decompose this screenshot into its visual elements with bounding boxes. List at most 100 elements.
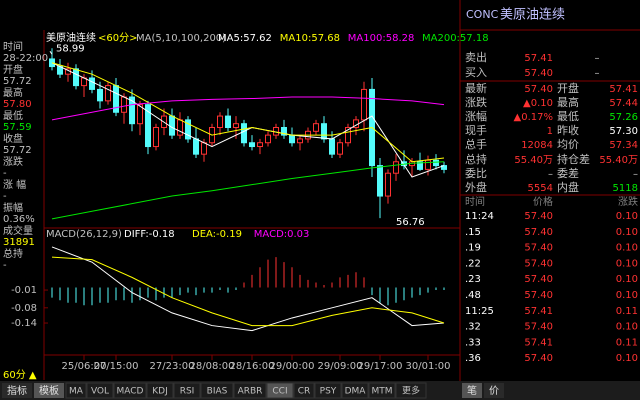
- tick-time: .15: [465, 227, 481, 238]
- indicator-label[interactable]: KDJ: [152, 387, 168, 397]
- indicator-label[interactable]: VOL: [91, 387, 109, 397]
- candle-body: [329, 138, 335, 155]
- tick-price: 57.41: [524, 337, 553, 348]
- indicator-tab[interactable]: [341, 382, 369, 399]
- tick-time: .22: [465, 258, 481, 269]
- indicator-label[interactable]: MACD: [117, 387, 144, 397]
- tick-time: .48: [465, 290, 481, 301]
- low-annotation: 56.76: [396, 217, 425, 228]
- sidebar-label: 振幅: [3, 201, 23, 214]
- candle-body: [361, 88, 367, 121]
- x-tick-label: 29/17:00: [358, 361, 403, 372]
- indicator-tab[interactable]: [368, 382, 396, 399]
- macd-legend: DEA:-0.19: [192, 229, 242, 240]
- tick-price: 57.40: [524, 290, 553, 301]
- indicator-label[interactable]: PSY: [320, 387, 337, 397]
- high-annotation: 58.99: [56, 43, 85, 54]
- indicator-label[interactable]: CCI: [272, 387, 287, 397]
- sidebar-value: -: [3, 168, 7, 179]
- indicator-label[interactable]: 更多: [402, 385, 420, 397]
- tick-change: 0.10: [616, 353, 638, 364]
- macd-title: MACD(26,12,9): [46, 229, 122, 240]
- quote-label: 最新: [465, 81, 487, 95]
- candle-body: [73, 68, 79, 87]
- tick-change: 0.10: [616, 274, 638, 285]
- quote-value: 57.41: [609, 84, 638, 95]
- indicator-tab[interactable]: [314, 382, 342, 399]
- tab-label[interactable]: 模板: [39, 384, 59, 397]
- candle-body: [105, 85, 111, 102]
- tick-time: .19: [465, 243, 481, 254]
- indicator-label[interactable]: BIAS: [207, 387, 228, 397]
- quote-value: 57.40: [524, 68, 553, 79]
- indicator-tab[interactable]: [86, 382, 114, 399]
- period: <60分>: [98, 32, 137, 44]
- candle-body: [257, 142, 263, 148]
- quote-value: –: [595, 68, 600, 79]
- candle-body: [345, 127, 351, 144]
- tick-time: .23: [465, 274, 481, 285]
- quote-tab[interactable]: [484, 383, 504, 398]
- tab[interactable]: [2, 383, 32, 398]
- indicator-label[interactable]: ARBR: [238, 387, 263, 397]
- quote-name: 美原油连续: [500, 7, 565, 23]
- quote-tab[interactable]: [462, 383, 482, 398]
- indicator-tab[interactable]: [266, 382, 294, 399]
- tick-time: 11:25: [465, 306, 494, 317]
- sidebar-label: 成交量: [3, 224, 33, 237]
- quote-label: 总手: [465, 137, 487, 151]
- ticks-header: 时间: [465, 195, 485, 208]
- sidebar-label: 涨 幅: [3, 178, 26, 191]
- indicator-tab[interactable]: [233, 382, 267, 399]
- tick-time: .32: [465, 322, 481, 333]
- quote-tab-label[interactable]: 价: [489, 385, 499, 397]
- tick-price: 57.40: [524, 322, 553, 333]
- candle-body: [377, 165, 383, 197]
- quote-value: 57.44: [609, 98, 638, 109]
- tick-change: 0.10: [616, 227, 638, 238]
- quote-tab-label[interactable]: 笔: [467, 384, 477, 397]
- indicator-label[interactable]: CR: [298, 387, 311, 397]
- quote-value: 57.26: [609, 112, 638, 123]
- sidebar-label: 时间: [3, 40, 23, 53]
- indicator-label[interactable]: RSI: [180, 387, 195, 397]
- indicator-label[interactable]: MA: [69, 387, 84, 397]
- candle-body: [233, 123, 239, 128]
- x-tick-label: 30/01:00: [406, 361, 451, 372]
- tick-change: 0.10: [616, 258, 638, 269]
- candle-body: [281, 127, 287, 136]
- tab[interactable]: [34, 383, 64, 398]
- tab-label[interactable]: 指标: [7, 384, 27, 397]
- quote-value: 55.40万: [514, 155, 553, 166]
- indicator-tab[interactable]: [113, 382, 147, 399]
- candle-body: [217, 115, 223, 128]
- y-tick-label: -0.08: [11, 303, 37, 314]
- quote-label: 卖出: [465, 50, 487, 64]
- quote-label: 内盘: [557, 180, 579, 194]
- ticks-header: 涨跌: [618, 195, 638, 208]
- period-switch[interactable]: 60分 ▲: [3, 369, 37, 381]
- quote-label: 涨幅: [465, 110, 487, 123]
- indicator-tab[interactable]: [173, 382, 201, 399]
- candle-body: [385, 172, 391, 197]
- indicator-label[interactable]: MTM: [371, 387, 392, 397]
- indicator-tab[interactable]: [65, 382, 87, 399]
- tick-price: 57.40: [524, 274, 553, 285]
- quote-label: 委比: [465, 167, 487, 180]
- indicator-line: [51, 256, 445, 327]
- quote-value: 57.30: [609, 126, 638, 137]
- indicator-tab[interactable]: [200, 382, 234, 399]
- candle-body: [249, 142, 255, 148]
- tick-price: 57.40: [524, 258, 553, 269]
- quote-label: 涨跌: [465, 95, 487, 109]
- sidebar-value: 0.36%: [3, 214, 35, 225]
- indicator-tab[interactable]: [146, 382, 174, 399]
- indicator-label[interactable]: DMA: [345, 387, 367, 397]
- x-tick-label: 28/16:00: [230, 361, 275, 372]
- indicator-tab[interactable]: [293, 382, 315, 399]
- indicator-tab[interactable]: [395, 382, 427, 399]
- candle-body: [121, 96, 127, 113]
- candle-body: [177, 119, 183, 136]
- x-tick-label: 27/15:00: [94, 361, 139, 372]
